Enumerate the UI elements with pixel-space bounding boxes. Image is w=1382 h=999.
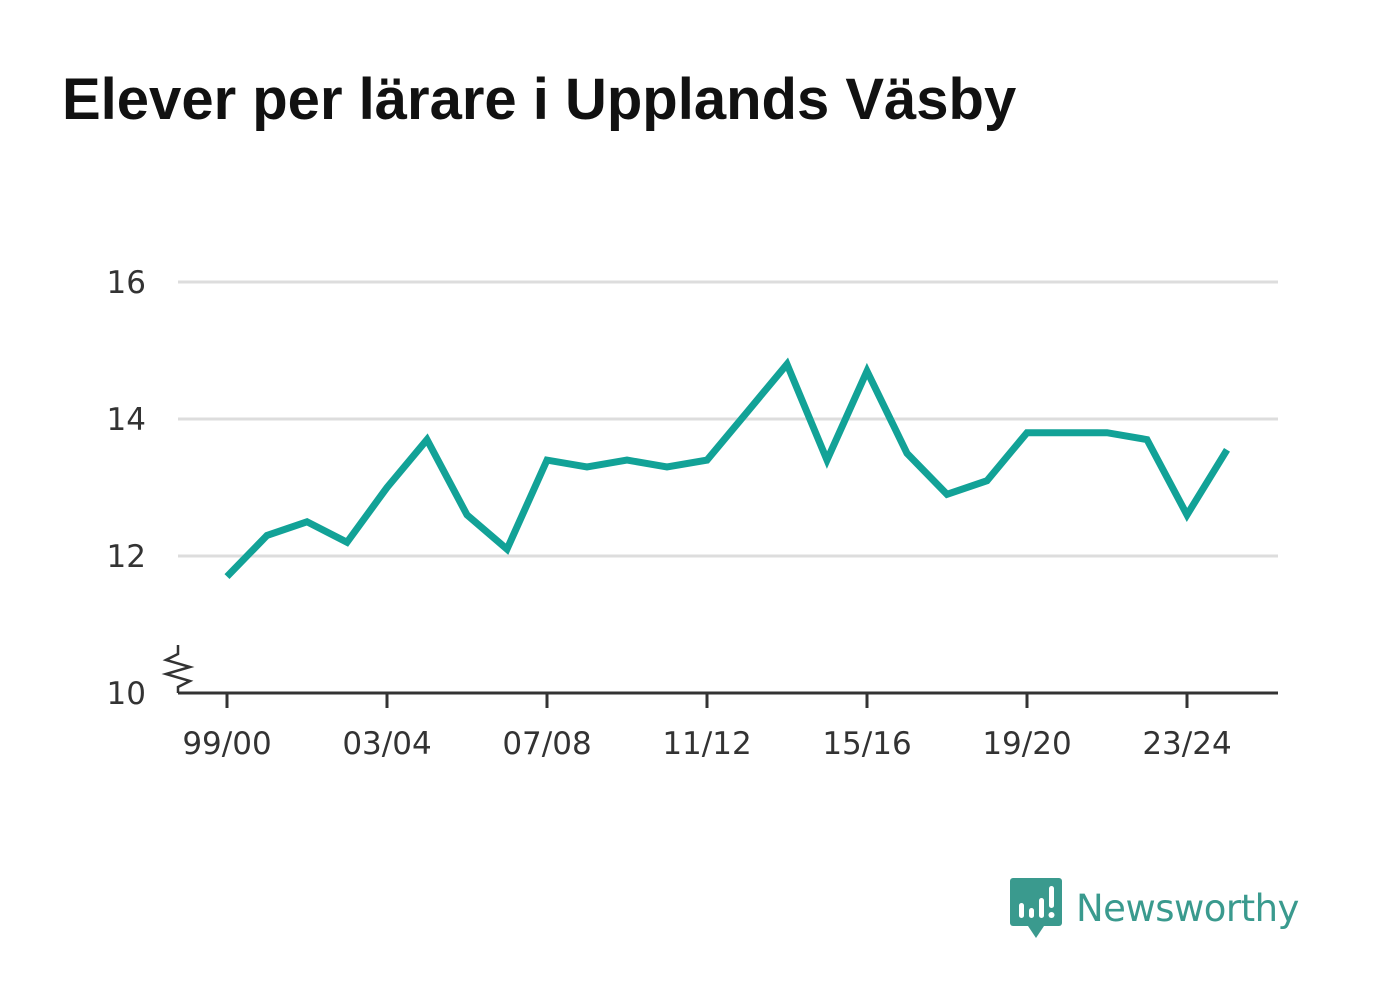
series-line	[224, 357, 1230, 580]
y-axis-break-icon	[161, 645, 195, 693]
x-tick-label: 99/00	[182, 726, 271, 762]
x-tick-label: 19/20	[982, 726, 1071, 762]
axes	[161, 645, 1278, 708]
newsworthy-brand: Newsworthy	[1010, 878, 1299, 940]
y-tick-label: 12	[107, 539, 146, 575]
x-tick-label: 15/16	[822, 726, 911, 762]
chart-title: Elever per lärare i Upplands Väsby	[62, 67, 1017, 132]
y-tick-label: 14	[107, 402, 146, 438]
x-tick-label: 07/08	[502, 726, 591, 762]
x-tick-label: 23/24	[1142, 726, 1231, 762]
series-layer	[224, 357, 1230, 580]
brand-name: Newsworthy	[1076, 887, 1299, 930]
x-tick-label: 03/04	[342, 726, 431, 762]
x-tick-label: 11/12	[662, 726, 751, 762]
y-tick-label: 10	[107, 676, 146, 712]
newsworthy-logo-icon	[1010, 878, 1062, 938]
tick-labels: 10 12 14 16 99/00 03/04 07/08 11/12 15/16 19/20 23…	[107, 265, 1232, 762]
gridlines	[178, 280, 1278, 558]
y-tick-label: 16	[107, 265, 146, 301]
